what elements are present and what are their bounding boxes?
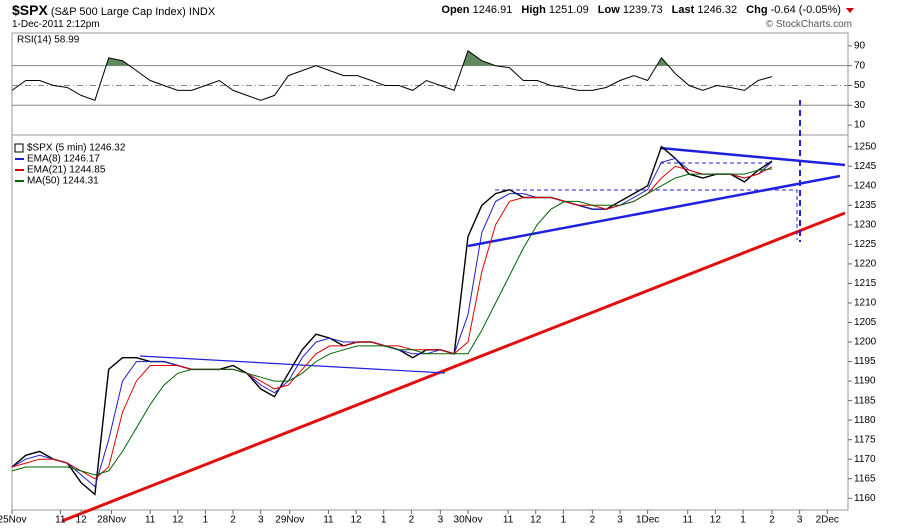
legend-entry: EMA(21) 1244.85: [27, 165, 106, 176]
price-frame: [11, 134, 849, 511]
y-tick-label: 90: [854, 41, 866, 52]
datetime: 1-Dec-2011 2:12pm: [12, 19, 100, 30]
quote-value: 1251.09: [548, 4, 589, 16]
quote-value: 1239.73: [622, 4, 663, 16]
y-tick-label: 1235: [854, 200, 877, 211]
quote-label: High: [521, 4, 546, 16]
y-tick-label: 1160: [854, 493, 876, 504]
x-tick-label: 29Nov: [275, 515, 304, 526]
quote-label: Chg: [746, 4, 768, 16]
quote-label: Low: [597, 4, 620, 16]
y-tick-label: 1180: [854, 415, 876, 426]
trend-line: [139, 355, 446, 374]
indicator-line: [11, 168, 773, 476]
x-tick-label: 12: [172, 515, 184, 526]
x-tick-label: 11: [503, 515, 514, 526]
y-tick-label: 30: [854, 100, 866, 111]
quote-value: 1246.32: [697, 4, 738, 16]
support-line: [61, 211, 846, 523]
quote-label: Last: [671, 4, 695, 16]
y-tick-label: 1240: [854, 180, 877, 191]
x-tick-label: 2: [409, 515, 415, 526]
x-tick-label: 3: [438, 515, 444, 526]
y-tick-label: 1220: [854, 259, 877, 270]
symbol: $SPX: [12, 2, 48, 18]
y-tick-label: 10: [854, 120, 866, 131]
y-tick-label: 1185: [854, 395, 876, 406]
legend-entry: $SPX (5 min) 1246.32: [27, 143, 126, 154]
x-tick-label: 1: [381, 515, 387, 526]
trend-line: [659, 146, 846, 167]
x-tick-label: 1Dec: [636, 515, 659, 526]
x-tick-label: 3: [617, 515, 623, 526]
y-tick-label: 1205: [854, 317, 877, 328]
x-tick-label: 12: [710, 515, 722, 526]
legend-entry: EMA(8) 1246.17: [27, 154, 100, 165]
x-tick-label: 12: [530, 515, 542, 526]
y-tick-label: 1170: [854, 454, 876, 465]
legend-swatch: [14, 143, 24, 153]
down-arrow: [846, 7, 854, 13]
y-tick-label: 70: [854, 60, 866, 71]
x-tick-label: 2: [769, 515, 775, 526]
x-tick-label: 28Nov: [97, 515, 126, 526]
quote-value: -0.64: [770, 4, 796, 16]
x-tick-label: 11: [323, 515, 334, 526]
x-tick-label: 2Dec: [816, 515, 839, 526]
y-tick-label: 1200: [854, 337, 877, 348]
x-tick-label: 1: [203, 515, 209, 526]
y-tick-label: 1225: [854, 239, 877, 250]
quote-label: Open: [441, 4, 470, 16]
x-tick-label: 1: [740, 515, 746, 526]
x-tick-label: 12: [351, 515, 363, 526]
x-tick-label: 30Nov: [454, 515, 483, 526]
y-tick-label: 1230: [854, 219, 877, 230]
x-tick-label: 11: [683, 515, 694, 526]
y-tick-label: 1175: [854, 434, 876, 445]
x-tick-label: 11: [145, 515, 156, 526]
dashed-guide: [495, 189, 798, 240]
x-tick-label: 11: [55, 515, 66, 526]
x-tick-label: 3: [797, 515, 803, 526]
x-tick-label: 25Nov: [0, 515, 26, 526]
y-tick-label: 1250: [854, 141, 877, 152]
rsi-line: [11, 50, 773, 101]
x-tick-label: 2: [230, 515, 236, 526]
y-tick-label: 1245: [854, 161, 877, 172]
y-tick-label: 1190: [854, 376, 876, 387]
quote-value: 1246.91: [472, 4, 513, 16]
credit: © StockCharts.com: [765, 19, 852, 30]
y-tick-label: 50: [854, 80, 866, 91]
y-tick-label: 1165: [854, 473, 876, 484]
x-tick-label: 2: [590, 515, 596, 526]
index-name: (S&P 500 Large Cap Index): [50, 6, 186, 18]
rsi-frame: [11, 32, 849, 136]
trend-line: [467, 174, 841, 248]
y-tick-label: 1210: [854, 298, 877, 309]
legend-entry: MA(50) 1244.31: [27, 176, 99, 187]
x-tick-label: 1: [561, 515, 567, 526]
quote-pct: (-0.05%): [798, 4, 841, 16]
y-tick-label: 1195: [854, 356, 876, 367]
quote: Open 1246.91 High 1251.09 Low 1239.73 La…: [435, 4, 854, 16]
rsi-title: RSI(14) 58.99: [17, 35, 80, 46]
trend-lines: [61, 100, 846, 523]
x-tick-label: 12: [76, 515, 88, 526]
header-title: $SPX (S&P 500 Large Cap Index) INDX: [12, 2, 215, 18]
x-tick-label: 3: [258, 515, 264, 526]
exchange: INDX: [188, 6, 216, 18]
y-tick-label: 1215: [854, 278, 877, 289]
